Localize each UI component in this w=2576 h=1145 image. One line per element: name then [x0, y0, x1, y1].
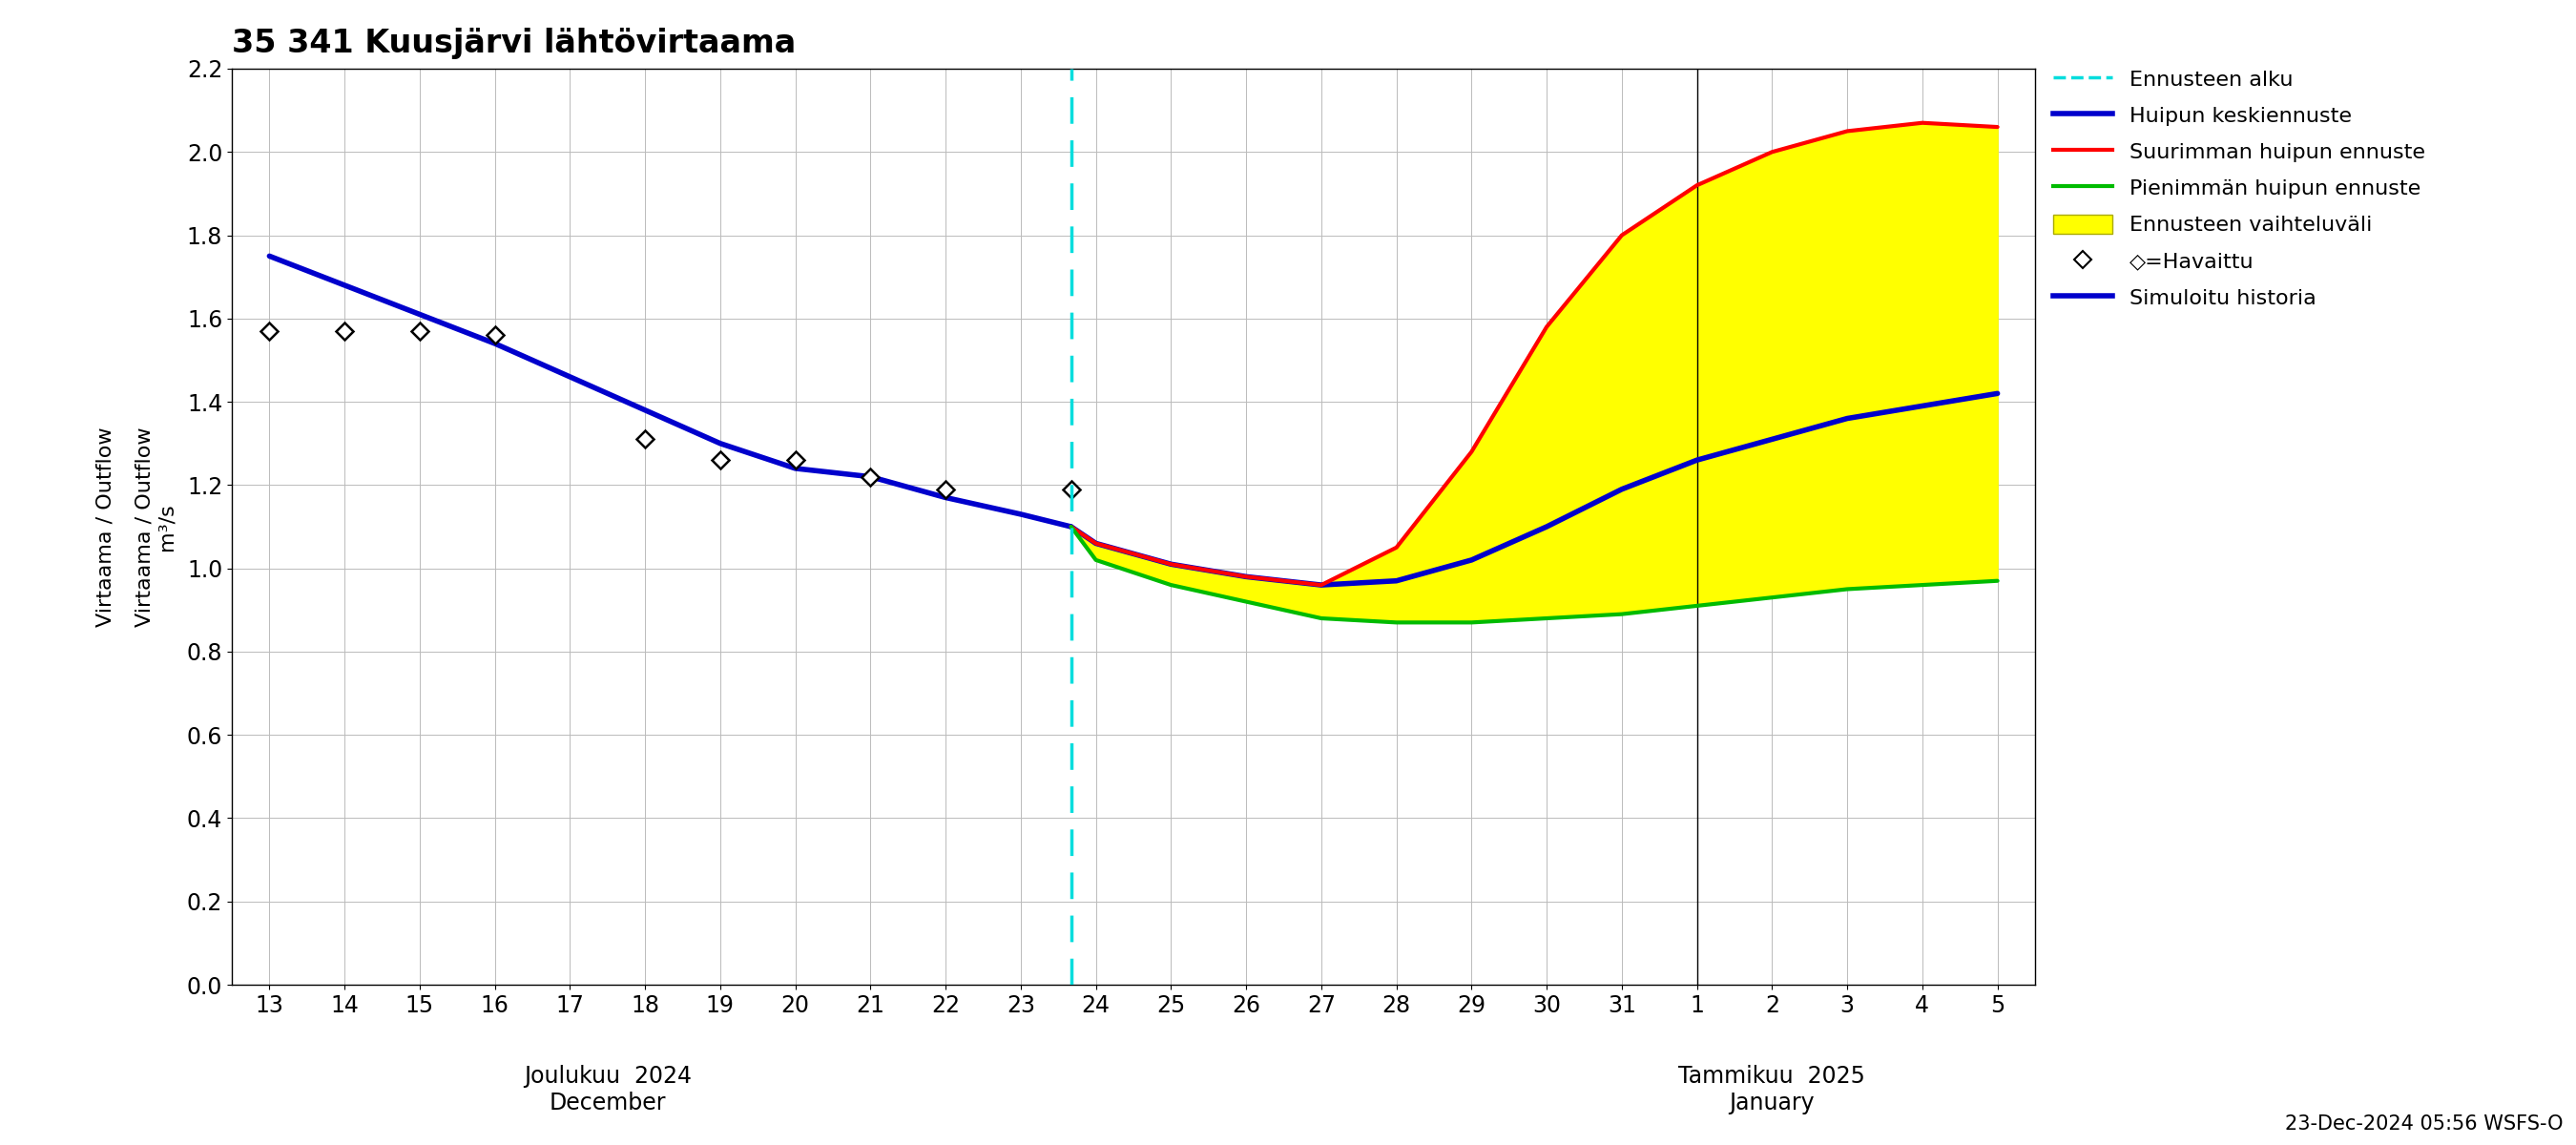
Y-axis label: Virtaama / Outflow
m³/s: Virtaama / Outflow m³/s — [134, 427, 175, 626]
Legend: Ennusteen alku, Huipun keskiennuste, Suurimman huipun ennuste, Pienimmän huipun : Ennusteen alku, Huipun keskiennuste, Suu… — [2053, 69, 2424, 308]
Text: 23-Dec-2024 05:56 WSFS-O: 23-Dec-2024 05:56 WSFS-O — [2285, 1114, 2563, 1134]
Text: Joulukuu  2024
December: Joulukuu 2024 December — [523, 1065, 690, 1114]
Text: Tammikuu  2025
January: Tammikuu 2025 January — [1680, 1065, 1865, 1114]
Text: Virtaama / Outflow: Virtaama / Outflow — [95, 427, 116, 626]
Text: 35 341 Kuusjärvi lähtövirtaama: 35 341 Kuusjärvi lähtövirtaama — [232, 27, 796, 60]
